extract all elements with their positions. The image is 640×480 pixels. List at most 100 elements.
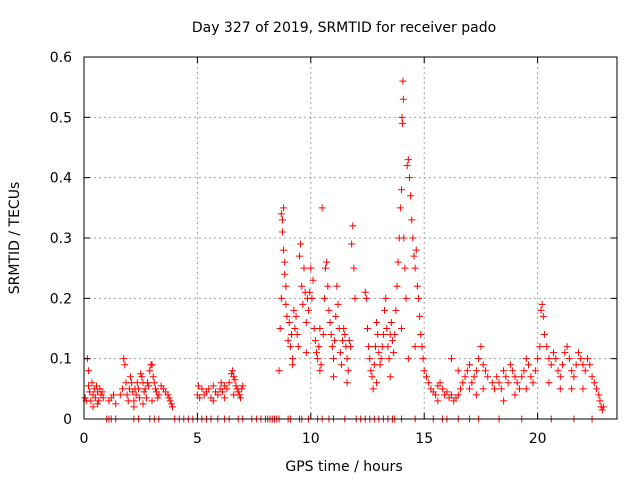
data-points xyxy=(81,77,607,423)
data-point xyxy=(410,252,418,260)
data-point xyxy=(497,385,505,393)
data-point xyxy=(311,337,319,345)
data-point xyxy=(312,349,320,357)
data-point xyxy=(398,113,406,121)
data-point xyxy=(217,379,225,387)
data-point xyxy=(398,186,406,194)
data-point xyxy=(399,77,407,85)
data-point xyxy=(280,246,288,254)
data-point xyxy=(511,391,519,399)
data-point xyxy=(95,397,103,405)
data-point xyxy=(472,367,480,375)
data-point xyxy=(385,355,393,363)
data-point xyxy=(531,367,539,375)
data-point xyxy=(349,222,357,230)
y-tick-label: 0 xyxy=(63,412,72,428)
data-point xyxy=(586,361,594,369)
data-point xyxy=(320,294,328,302)
data-point xyxy=(379,331,387,339)
data-point xyxy=(225,379,233,387)
data-point xyxy=(314,355,322,363)
data-point xyxy=(317,361,325,369)
data-point xyxy=(417,331,425,339)
data-point xyxy=(331,337,339,345)
data-point xyxy=(375,349,383,357)
data-point xyxy=(286,343,294,351)
data-point xyxy=(361,288,369,296)
data-point xyxy=(340,325,348,332)
data-point xyxy=(479,361,487,369)
data-point xyxy=(343,355,351,363)
data-point xyxy=(364,325,372,332)
data-point xyxy=(543,343,551,351)
data-point xyxy=(371,343,379,351)
data-point xyxy=(291,325,299,332)
data-point xyxy=(86,388,94,396)
data-point xyxy=(559,361,567,369)
data-point xyxy=(205,385,213,393)
data-point xyxy=(348,240,356,248)
data-point xyxy=(367,367,375,375)
data-point xyxy=(229,367,237,375)
data-point xyxy=(488,379,496,387)
data-point xyxy=(230,373,238,381)
data-point xyxy=(325,306,333,314)
data-point xyxy=(94,400,102,408)
data-point xyxy=(322,264,330,272)
data-point xyxy=(327,331,335,339)
data-point xyxy=(398,325,406,332)
data-point xyxy=(282,282,290,290)
data-point xyxy=(166,397,174,405)
data-point xyxy=(394,258,402,266)
data-point xyxy=(481,367,489,375)
y-tick-label: 0.5 xyxy=(50,110,72,126)
data-point xyxy=(309,276,317,284)
data-point xyxy=(403,162,411,170)
x-tick-label: 5 xyxy=(193,431,202,447)
data-point xyxy=(290,306,298,314)
data-point xyxy=(392,306,400,314)
data-point xyxy=(116,391,124,399)
data-point xyxy=(278,216,286,224)
data-point xyxy=(137,370,145,378)
axis-ticks xyxy=(83,56,617,420)
y-tick-label: 0.3 xyxy=(50,231,72,247)
data-point xyxy=(149,373,157,381)
grid-lines xyxy=(84,57,617,419)
x-tick-label: 0 xyxy=(80,431,89,447)
x-tick-labels: 0 5 10 15 20 xyxy=(80,431,547,447)
data-point xyxy=(144,379,152,387)
data-point xyxy=(407,192,415,200)
data-point xyxy=(404,355,412,363)
data-point xyxy=(350,264,358,272)
data-point xyxy=(563,343,571,351)
data-point xyxy=(536,343,544,351)
data-point xyxy=(484,373,492,381)
data-point xyxy=(120,355,128,363)
data-point xyxy=(454,391,462,399)
data-point xyxy=(413,282,421,290)
data-point xyxy=(432,391,440,399)
data-point xyxy=(416,312,424,320)
data-point xyxy=(422,373,430,381)
data-point xyxy=(91,394,99,402)
data-point xyxy=(130,397,138,405)
data-point xyxy=(513,379,521,387)
data-point xyxy=(305,306,313,314)
data-point xyxy=(285,318,293,326)
data-point xyxy=(401,264,409,272)
data-point xyxy=(549,349,557,357)
data-point xyxy=(409,234,417,242)
data-point xyxy=(138,373,146,381)
data-point xyxy=(276,325,284,332)
data-point xyxy=(126,373,134,381)
data-point xyxy=(329,355,337,363)
data-point xyxy=(334,300,342,308)
data-point xyxy=(209,397,217,405)
data-point xyxy=(443,388,451,396)
data-point xyxy=(318,204,326,212)
data-point xyxy=(556,385,564,393)
data-point xyxy=(239,382,247,390)
data-point xyxy=(598,406,606,414)
data-point xyxy=(329,373,337,381)
